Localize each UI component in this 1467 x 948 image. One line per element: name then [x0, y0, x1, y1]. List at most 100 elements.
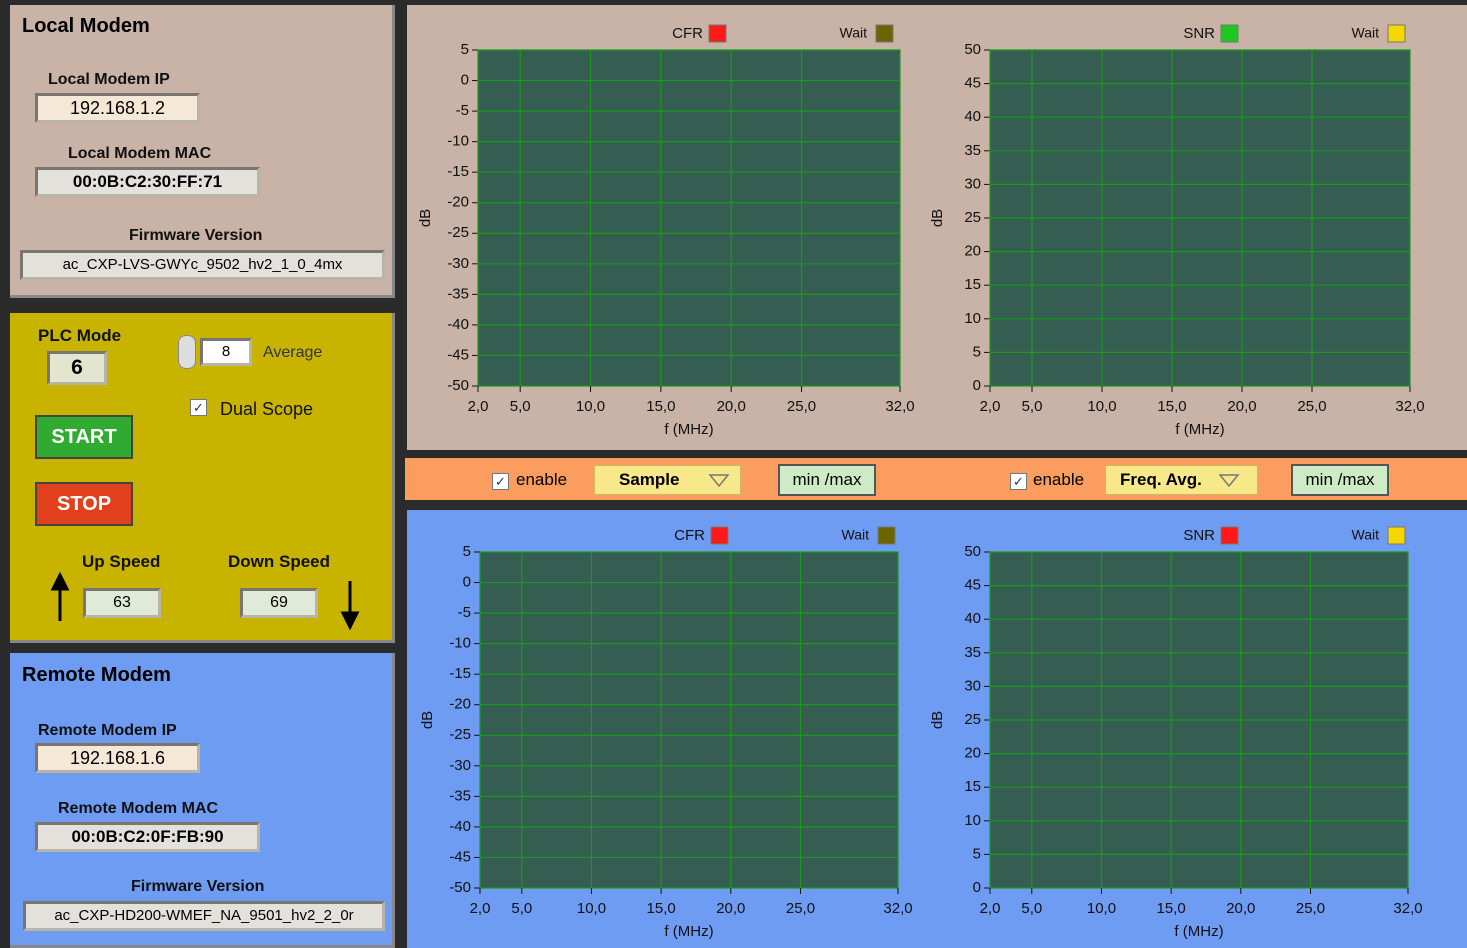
up-arrow [50, 571, 70, 621]
y-axis-label: dB [419, 711, 436, 729]
wait-led [877, 526, 896, 545]
dropdown-arrow [708, 474, 1240, 488]
y-tick-label: 10 [964, 310, 981, 327]
y-tick-label: -40 [449, 818, 471, 835]
y-tick-label: -25 [447, 224, 469, 241]
panel-title: Remote Modem [22, 664, 171, 686]
x-tick-label: 5,0 [1021, 900, 1042, 917]
x-axis-label: f (MHz) [1175, 421, 1224, 438]
x-tick-label: 25,0 [786, 900, 815, 917]
wait-label: Wait [1352, 527, 1380, 543]
y-tick-label: 5 [463, 543, 471, 560]
y-tick-label: -50 [447, 377, 469, 394]
label: Firmware Version [131, 878, 265, 895]
average-field[interactable]: 8 [200, 338, 252, 366]
x-axis-label: f (MHz) [664, 421, 713, 438]
x-tick-label: 32,0 [1393, 900, 1422, 917]
y-tick-label: 35 [964, 142, 981, 159]
spinner[interactable] [178, 335, 196, 369]
y-tick-label: -30 [447, 255, 469, 272]
x-tick-label: 10,0 [577, 900, 606, 917]
y-tick-label: 5 [973, 343, 981, 360]
y-axis-label: dB [929, 209, 946, 227]
y-tick-label: 15 [964, 276, 981, 293]
dropdown-arrows [708, 474, 1240, 488]
x-tick-label: 2,0 [470, 900, 491, 917]
control-panel: PLC Mode 6 8 Average ✓ Dual Scope START … [10, 313, 395, 643]
y-tick-label: -35 [447, 285, 469, 302]
x-tick-label: 25,0 [1297, 398, 1326, 415]
down-speed-field: 69 [240, 588, 318, 618]
plot-area [477, 49, 901, 387]
button[interactable]: min /max [1291, 464, 1389, 496]
down-arrow [340, 581, 360, 631]
x-tick-label: 15,0 [647, 900, 676, 917]
dropdown[interactable]: Freq. Avg. [1105, 465, 1258, 495]
firmware-field: ac_CXP-LVS-GWYc_9502_hv2_1_0_4mx [20, 250, 385, 280]
remote-modem-panel: Remote Modem Remote Modem IP 192.168.1.6… [10, 653, 395, 948]
x-tick-label: 32,0 [1395, 398, 1424, 415]
y-axis-label: dB [929, 711, 946, 729]
y-tick-label: 40 [964, 108, 981, 125]
label: Remote Modem IP [38, 722, 177, 739]
y-tick-label: 20 [964, 243, 981, 260]
chart-title: SNR [1183, 25, 1215, 42]
button[interactable]: min /max [778, 464, 876, 496]
x-tick-label: 2,0 [980, 398, 1001, 415]
y-tick-label: 20 [964, 745, 981, 762]
panel-title: Local Modem [22, 15, 150, 37]
x-tick-label: 32,0 [885, 398, 914, 415]
checkbox[interactable]: ✓ [492, 473, 509, 490]
y-tick-label: 15 [964, 778, 981, 795]
y-tick-label: 45 [964, 75, 981, 92]
y-tick-label: -5 [456, 102, 469, 119]
label: Down Speed [228, 552, 331, 571]
y-tick-label: 5 [973, 845, 981, 862]
toolbar: ✓ enable Sample min /max ✓ enable Freq. … [405, 458, 1467, 500]
x-tick-label: 20,0 [717, 398, 746, 415]
local-modem-panel: Local Modem Local Modem IP 192.168.1.2 L… [10, 5, 395, 298]
label: Average [263, 344, 323, 361]
y-tick-label: 40 [964, 610, 981, 627]
y-tick-label: 0 [973, 377, 981, 394]
label: Remote Modem MAC [58, 800, 219, 817]
y-tick-label: -45 [449, 848, 471, 865]
wait-led [1387, 526, 1406, 545]
dropdown[interactable]: Sample [594, 465, 741, 495]
label: Firmware Version [129, 227, 263, 244]
y-tick-label: -20 [447, 194, 469, 211]
status-led [1220, 526, 1239, 545]
x-tick-label: 25,0 [1296, 900, 1325, 917]
label: Local Modem MAC [68, 145, 212, 162]
y-tick-label: -25 [449, 726, 471, 743]
y-tick-label: 0 [463, 574, 471, 591]
start-button[interactable]: START [35, 415, 133, 459]
firmware-field: ac_CXP-HD200-WMEF_NA_9501_hv2_2_0r [23, 901, 385, 931]
x-tick-label: 5,0 [1022, 398, 1043, 415]
x-tick-label: 15,0 [646, 398, 675, 415]
checkbox[interactable]: ✓ [190, 399, 207, 416]
x-tick-label: 5,0 [510, 398, 531, 415]
mac-field: 00:0B:C2:0F:FB:90 [35, 822, 260, 852]
x-axis-label: f (MHz) [1174, 923, 1223, 940]
y-tick-label: 25 [964, 711, 981, 728]
label: enable [516, 470, 568, 489]
x-tick-label: 10,0 [1087, 900, 1116, 917]
wait-label: Wait [842, 527, 870, 543]
y-tick-label: 10 [964, 812, 981, 829]
label: Up Speed [82, 552, 161, 571]
label: Local Modem IP [48, 71, 170, 88]
x-tick-label: 25,0 [787, 398, 816, 415]
checkbox[interactable]: ✓ [1010, 473, 1027, 490]
y-tick-label: -35 [449, 787, 471, 804]
plc-mode-field: 6 [47, 351, 107, 385]
stop-button[interactable]: STOP [35, 482, 133, 526]
wait-led [1387, 24, 1406, 43]
y-tick-label: -10 [449, 635, 471, 652]
x-tick-label: 20,0 [1227, 398, 1256, 415]
x-tick-label: 15,0 [1157, 398, 1186, 415]
y-tick-label: -15 [447, 163, 469, 180]
x-tick-label: 2,0 [980, 900, 1001, 917]
x-tick-label: 10,0 [1087, 398, 1116, 415]
